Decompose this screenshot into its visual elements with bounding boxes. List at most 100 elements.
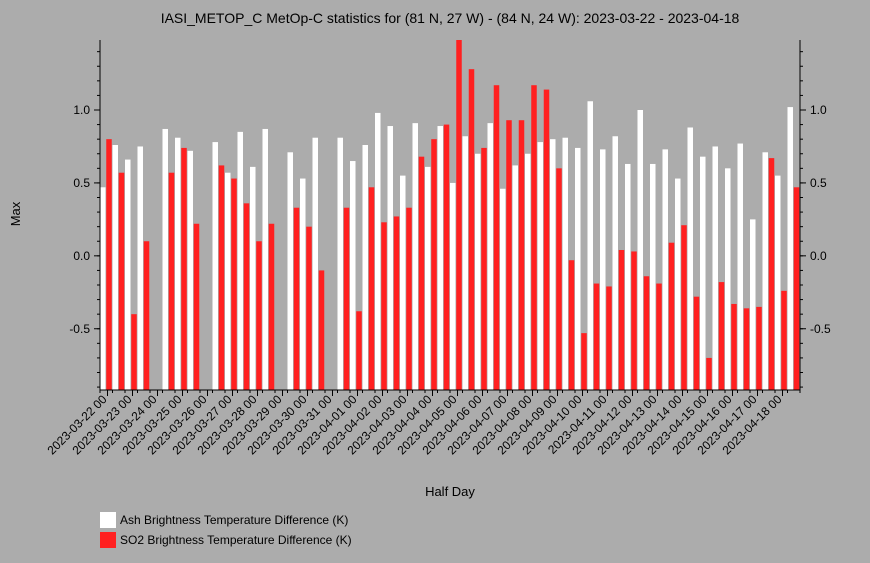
so2-bar: [606, 286, 612, 390]
ash-bar: [775, 175, 781, 390]
so2-bar: [481, 147, 487, 390]
ash-bar: [500, 188, 506, 390]
so2-bar: [643, 276, 650, 390]
so2-bar: [631, 251, 637, 390]
legend-swatch-so2: [100, 532, 116, 548]
ash-bar: [750, 219, 756, 391]
ash-bar: [375, 112, 381, 391]
ash-bar: [650, 163, 656, 390]
ash-bar: [512, 165, 518, 390]
ash-bar: [212, 142, 218, 390]
ash-bar: [262, 128, 268, 390]
so2-bar: [531, 85, 537, 391]
so2-bar: [168, 172, 175, 390]
y-tick-label-left: -0.5: [69, 322, 90, 336]
ash-bar: [525, 153, 531, 390]
x-axis-label: Half Day: [425, 484, 475, 499]
so2-bar: [768, 158, 775, 390]
so2-bar: [143, 241, 150, 390]
legend-label-so2: SO2 Brightness Temperature Difference (K…: [120, 533, 352, 547]
so2-bar: [593, 283, 600, 390]
y-tick-label-right: -0.5: [810, 322, 831, 336]
ash-bar: [100, 187, 106, 390]
ash-bar: [337, 137, 343, 390]
ash-bar: [762, 152, 768, 390]
so2-bar: [118, 172, 125, 390]
y-tick-label-right: 0.0: [810, 249, 827, 263]
so2-bar: [468, 69, 475, 391]
so2-bar: [306, 226, 312, 390]
ash-bar: [362, 145, 368, 390]
so2-bar: [668, 242, 675, 390]
y-tick-label-left: 0.5: [73, 176, 90, 190]
so2-bar: [368, 187, 375, 390]
ash-bar: [612, 136, 618, 390]
ash-bar: [287, 152, 293, 390]
so2-bar: [506, 120, 512, 391]
so2-bar: [743, 308, 750, 390]
so2-bar: [193, 223, 200, 390]
ash-bar: [675, 178, 681, 390]
so2-bar: [293, 207, 300, 390]
ash-bar: [350, 161, 356, 390]
bars-layer: [100, 40, 800, 391]
ash-bar: [700, 156, 706, 390]
so2-bar: [543, 89, 550, 390]
so2-bar: [381, 222, 387, 390]
ash-bar: [412, 123, 418, 391]
ash-bar: [725, 168, 731, 390]
ash-bar: [625, 163, 631, 390]
ash-bar: [187, 150, 193, 390]
so2-bar: [443, 124, 450, 390]
so2-bar: [181, 147, 187, 390]
ash-bar: [475, 153, 481, 390]
ash-bar: [400, 175, 406, 390]
so2-bar: [318, 270, 325, 390]
so2-bar: [731, 303, 737, 390]
ash-bar: [175, 137, 181, 390]
y-tick-label-right: 1.0: [810, 103, 827, 117]
so2-bar: [568, 260, 575, 390]
so2-bar: [493, 85, 500, 391]
so2-bar: [581, 333, 587, 391]
legend-swatch-ash: [100, 512, 116, 528]
so2-bar: [518, 120, 525, 391]
ash-bar: [550, 139, 556, 390]
ash-bar: [487, 123, 493, 391]
so2-bar: [343, 207, 350, 390]
so2-bar: [231, 178, 237, 390]
so2-bar: [756, 306, 762, 391]
ash-bar: [537, 142, 543, 390]
ash-bar: [587, 101, 593, 390]
ash-bar: [450, 182, 456, 390]
ash-bar: [425, 166, 431, 390]
so2-bar: [556, 168, 562, 390]
ash-bar: [300, 178, 306, 390]
so2-bar: [356, 311, 362, 390]
so2-bar: [793, 187, 800, 390]
ash-bar: [787, 107, 793, 390]
ash-bar: [462, 136, 468, 390]
y-axis-label: Max: [8, 201, 23, 226]
so2-bar: [693, 296, 700, 390]
ash-bar: [125, 159, 131, 390]
so2-bar: [268, 223, 275, 390]
ash-bar: [112, 145, 118, 390]
ash-bar: [662, 149, 668, 391]
ash-bar: [737, 143, 743, 390]
ash-bar: [562, 137, 568, 390]
so2-bar: [256, 241, 262, 390]
so2-bar: [718, 282, 725, 390]
so2-bar: [456, 40, 462, 390]
so2-bar: [406, 207, 412, 390]
legend-label-ash: Ash Brightness Temperature Difference (K…: [120, 513, 349, 527]
y-tick-label-left: 0.0: [73, 249, 90, 263]
so2-bar: [681, 225, 687, 390]
so2-bar: [656, 283, 662, 390]
so2-bar: [431, 139, 437, 390]
ash-bar: [575, 147, 581, 390]
so2-bar: [781, 290, 787, 390]
ash-bar: [225, 172, 231, 390]
